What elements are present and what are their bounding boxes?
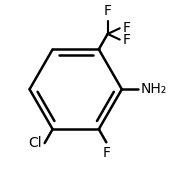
Text: F: F — [104, 4, 112, 18]
Text: Cl: Cl — [28, 136, 42, 150]
Text: F: F — [122, 33, 130, 47]
Text: F: F — [122, 21, 130, 35]
Text: F: F — [102, 146, 110, 160]
Text: NH₂: NH₂ — [140, 82, 167, 96]
